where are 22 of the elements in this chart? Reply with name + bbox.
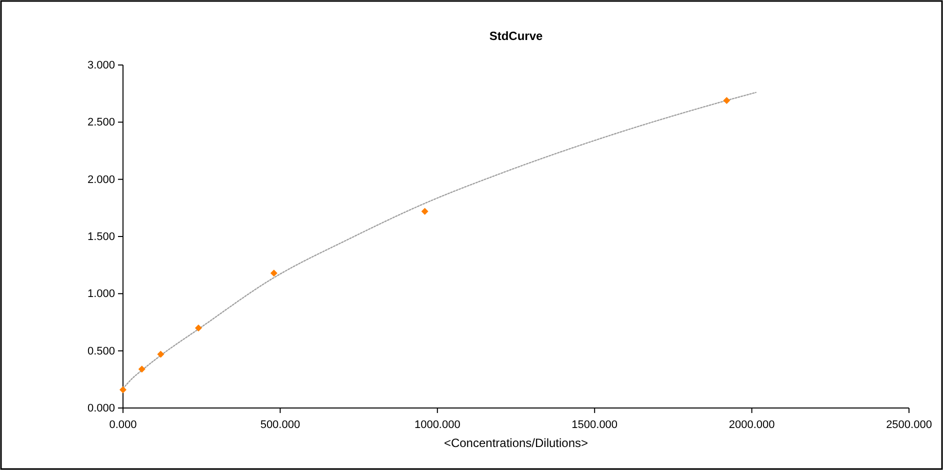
- y-tick-label: 0.000: [87, 402, 115, 415]
- x-tick-label: 0.000: [109, 419, 137, 432]
- x-tick-label: 1000.000: [414, 419, 460, 432]
- y-tick-label: 0.500: [87, 345, 115, 358]
- y-tick-label: 1.500: [87, 231, 115, 244]
- x-tick-label: 500.000: [260, 419, 300, 432]
- x-tick-label: 1500.000: [572, 419, 618, 432]
- x-tick-label: 2500.000: [886, 419, 932, 432]
- chart-title: StdCurve: [489, 29, 543, 43]
- point: [194, 324, 202, 332]
- point: [157, 350, 164, 358]
- x-axis-title: <Concentrations/Dilutions>: [444, 436, 588, 450]
- point: [723, 96, 730, 104]
- point: [270, 270, 278, 277]
- y-tick-label: 1.000: [87, 288, 115, 300]
- y-tick-label: 2.500: [87, 116, 115, 129]
- y-tick-label: 3.000: [87, 60, 115, 72]
- y-tick-label: 2.000: [87, 174, 115, 186]
- point: [138, 366, 146, 373]
- x-tick-label: 2000.000: [728, 419, 775, 432]
- point: [120, 386, 126, 394]
- point: [421, 208, 428, 215]
